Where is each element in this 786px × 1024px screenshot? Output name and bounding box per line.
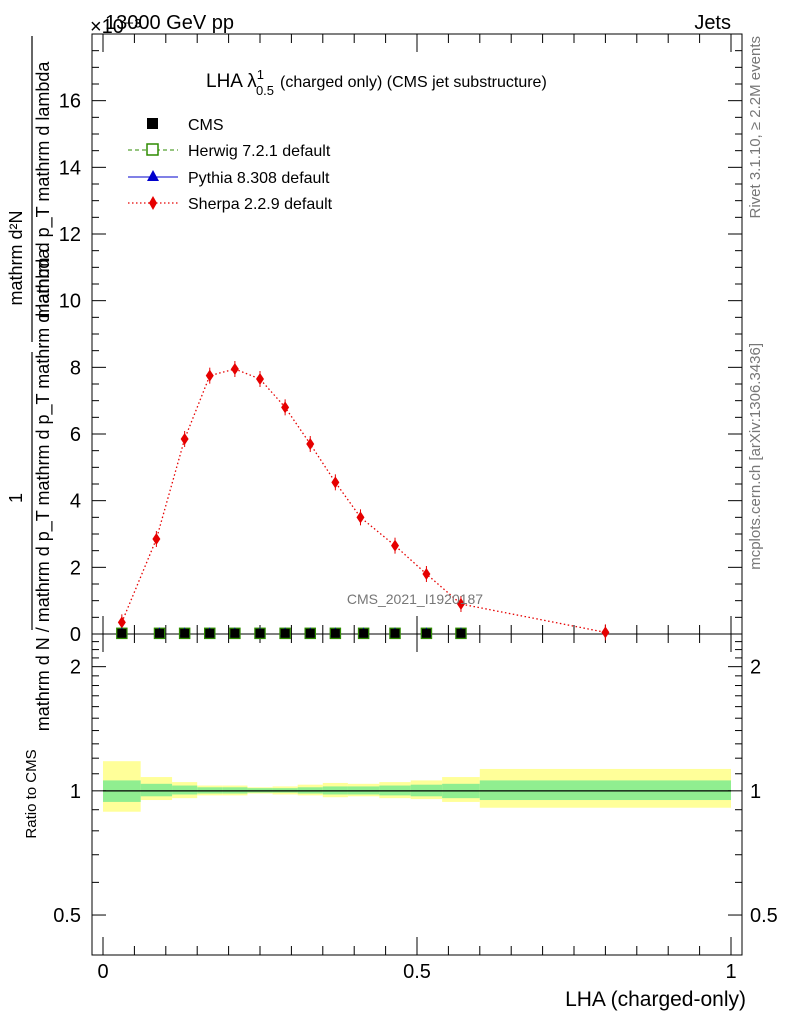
legend-marker-herwig	[146, 143, 159, 156]
legend-marker-sherpa	[149, 196, 157, 210]
plot-title-sub: 0.5	[256, 83, 274, 98]
cms-point	[255, 628, 265, 638]
ratio-xtick-label: 0	[97, 961, 108, 983]
main-y-ticks: 0 2 4 6 8 10 12 14 16	[59, 33, 742, 646]
sherpa-point	[422, 568, 431, 580]
sherpa-point	[281, 401, 290, 414]
ratio-y-ticks: 0.5 0.5 1 1 2 2	[53, 633, 778, 956]
cms-point	[180, 628, 190, 638]
main-ytick-label: 0	[70, 624, 81, 646]
plot-title: LHA λ1 0.5 (charged only) (CMS jet substru…	[206, 67, 547, 98]
ratio-bands	[103, 761, 731, 812]
mcplots-credit: mcplots.cern.ch [arXiv:1306.3436]	[747, 343, 764, 570]
cms-point	[456, 628, 466, 638]
main-ytick-label: 12	[59, 224, 81, 246]
ratio-ytick-label-right: 2	[750, 657, 761, 679]
cms-point	[390, 628, 400, 638]
ratio-ytick-label-left: 0.5	[53, 905, 81, 927]
sherpa-point	[117, 616, 126, 629]
rivet-version: Rivet 3.1.10, ≥ 2.2M events	[747, 36, 764, 219]
ratio-ytick-label-right: 1	[750, 781, 761, 803]
cms-point	[330, 628, 340, 638]
main-y-axis-label: mathrm d²N mathrm d p_T mathrm d lambda …	[6, 36, 54, 731]
sherpa-point	[256, 373, 264, 385]
sherpa-point	[152, 533, 161, 545]
legend-marker-cms	[147, 118, 158, 129]
cms-point	[359, 628, 369, 638]
y-label-one: 1	[6, 493, 26, 503]
sherpa-point	[180, 433, 189, 445]
energy-title: 13000 GeV pp	[105, 12, 234, 34]
plot-title-rest: (charged only) (CMS jet substructure)	[280, 74, 547, 91]
y-label-bottom: mathrm d N / mathrm d p_T mathrm d p_T m…	[33, 248, 54, 731]
main-ytick-label: 10	[59, 291, 81, 313]
legend-label-sherpa: Sherpa 2.2.9 default	[188, 196, 333, 213]
sherpa-point	[306, 438, 315, 450]
ratio-ytick-label-left: 2	[70, 657, 81, 679]
sherpa-point	[356, 511, 365, 524]
legend-label-herwig: Herwig 7.2.1 default	[188, 143, 331, 160]
cms-point	[205, 628, 215, 638]
sherpa-point	[205, 369, 214, 382]
main-ytick-label: 4	[70, 491, 81, 513]
legend-marker-pythia	[147, 170, 159, 181]
main-ytick-label: 6	[70, 424, 81, 446]
cms-point	[155, 628, 165, 638]
sherpa-point	[601, 626, 610, 639]
cms-point	[230, 628, 240, 638]
ratio-stat-band	[479, 780, 731, 801]
ratio-ytick-label-left: 1	[70, 781, 81, 803]
y-exponent: ×10⁻³	[90, 16, 141, 38]
ratio-stat-band	[172, 785, 198, 795]
legend-label-cms: CMS	[188, 117, 224, 134]
legend-label-pythia: Pythia 8.308 default	[188, 170, 330, 187]
cms-point	[117, 628, 127, 638]
cms-point	[280, 628, 290, 638]
ratio-stat-band	[140, 783, 173, 797]
cms-point	[305, 628, 315, 638]
plot-title-main: LHA λ	[206, 71, 257, 92]
ratio-y-axis-label: Ratio to CMS	[23, 749, 40, 838]
ratio-x-ticks: 0 0.5 1	[97, 634, 737, 983]
main-ytick-label: 2	[70, 557, 81, 579]
jets-title: Jets	[694, 12, 731, 34]
analysis-watermark: CMS_2021_I1920187	[347, 591, 483, 607]
sherpa-point	[331, 476, 340, 489]
sherpa-line	[121, 368, 606, 633]
ratio-xtick-label: 1	[725, 961, 736, 983]
y-label-top2: mathrm d p_T mathrm d lambda	[33, 61, 54, 319]
ratio-xtick-label: 0.5	[403, 961, 431, 983]
plot-title-sup: 1	[257, 67, 264, 82]
main-ytick-label: 8	[70, 357, 81, 379]
sherpa-point	[456, 598, 465, 610]
main-ytick-label: 16	[59, 91, 81, 113]
series-layer	[116, 361, 610, 641]
main-ytick-label: 14	[59, 157, 81, 179]
ratio-ytick-label-right: 0.5	[750, 905, 778, 927]
y-label-top: mathrm d²N	[6, 210, 26, 305]
sherpa-point	[391, 539, 400, 552]
x-axis-label: LHA (charged-only)	[565, 988, 746, 1011]
sherpa-point	[230, 363, 239, 375]
legend: CMS Herwig 7.2.1 default Pythia 8.308 de…	[128, 117, 333, 213]
cms-point	[421, 628, 431, 638]
